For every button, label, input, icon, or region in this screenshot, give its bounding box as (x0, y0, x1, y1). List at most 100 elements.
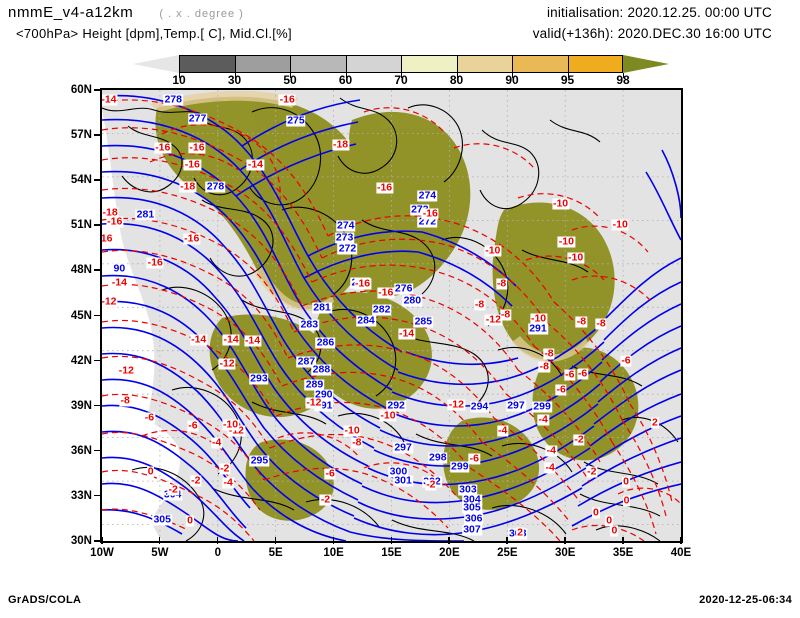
height-contour-label: 289 (304, 378, 325, 390)
temperature-contour-label: -16 (154, 141, 172, 154)
temperature-contour-label: -8 (119, 394, 131, 407)
longitude-tick (390, 537, 392, 544)
height-contour-label: 284 (356, 314, 376, 327)
height-contour-label: 291 (313, 399, 334, 412)
colorbar-tick (401, 73, 402, 78)
colorbar-tick (179, 73, 180, 78)
temperature-contour-label: -16 (421, 207, 439, 220)
colorbar-tick-label: 95 (560, 73, 575, 87)
latitude-tick-label: 33N (70, 489, 92, 502)
height-contour-label: 304 (462, 493, 482, 505)
colorbar-segment (512, 55, 568, 73)
temperature-contour-label: 0 (610, 524, 619, 537)
chart-subtitle: <700hPa> Height [dpm],Temp.[ C], Mid.Cl.… (16, 26, 292, 41)
map-plot-area[interactable]: 2752772782782812772742732722742732722762… (100, 88, 683, 543)
temperature-contour-label: -18 (179, 180, 197, 193)
height-contour-label: 275 (286, 114, 306, 127)
colorbar-tick-label: 30 (227, 73, 242, 87)
height-contour-label: 282 (371, 303, 392, 316)
height-contour-label: 298 (428, 451, 448, 464)
temperature-contour-label: -16 (183, 158, 201, 171)
generated-timestamp: 2020-12-25-06:34 (699, 594, 792, 606)
colorbar-extend-low-arrow (133, 55, 179, 73)
height-contour-label: 301 (393, 474, 413, 487)
temperature-contour-label: -16 (102, 233, 114, 245)
latitude-tick (94, 269, 101, 271)
height-contour-label: 283 (299, 318, 320, 331)
initialisation-time: initialisation: 2020.12.25. 00:00 UTC (546, 5, 772, 20)
temperature-contour-label: -10 (221, 418, 240, 431)
temperature-contour-label: 0 (591, 506, 600, 519)
temperature-contour-label: -18 (331, 138, 350, 151)
height-contour-label: 274 (417, 189, 438, 202)
valid-time: valid(+136h): 2020.DEC.30 16:00 UTC (532, 26, 772, 41)
height-contour-label: 272 (417, 215, 438, 228)
temperature-contour-label: -12 (305, 396, 323, 409)
latitude-tick (94, 449, 101, 452)
temperature-contour-label: -6 (187, 419, 199, 432)
producer-credit: GrADS/COLA (8, 594, 82, 606)
temperature-contour-label: -4 (545, 444, 557, 457)
temperature-contour-label: -16 (146, 256, 164, 269)
header-left-block: nmmE_v4-a12km ( . x . degree ) <700hPa> … (8, 4, 292, 41)
longitude-tick-label: 20E (439, 547, 460, 559)
longitude-tick-label: 10E (323, 547, 344, 559)
temperature-contour-label: -6 (143, 411, 156, 424)
longitude-tick (448, 537, 450, 544)
colorbar-tick-label: 98 (616, 73, 630, 87)
temperature-contour-label: -8 (495, 277, 508, 290)
height-contour-label: 300 (388, 465, 409, 478)
temperature-contour-label: -14 (110, 276, 128, 289)
longitude-tick-label: 5E (268, 547, 283, 559)
height-contour-label: 291 (528, 322, 548, 335)
temperature-contour-label: -10 (343, 424, 361, 436)
temperature-contour-label: -4 (496, 424, 509, 437)
temperature-contour-label: -12 (101, 295, 118, 308)
height-contour-label: 281 (135, 208, 156, 221)
height-contour-label: 307 (462, 523, 482, 536)
longitude-tick (506, 537, 508, 544)
temperature-contour-label: -10 (551, 197, 570, 210)
temperature-contour-label: -14 (243, 334, 262, 347)
temperature-contour-label: -16 (353, 277, 372, 290)
temperature-contour-label: -10 (611, 218, 629, 231)
colorbar-segment (456, 55, 512, 73)
temperature-contour-label: -16 (183, 232, 201, 245)
latitude-tick-label: 48N (70, 264, 92, 277)
longitude-tick-label: 10W (90, 547, 114, 559)
latitude-tick (94, 314, 101, 316)
longitude-tick-label: 35E (612, 547, 634, 559)
colorbar-tick-label: 60 (338, 73, 353, 87)
temperature-contour-label: -12 (447, 398, 465, 411)
latitude-tick-label: 54N (70, 174, 92, 187)
longitude-tick (332, 537, 335, 544)
height-contour-label: 299 (450, 460, 470, 473)
height-contour-label: 281 (312, 301, 332, 314)
height-contour-label: 278 (163, 93, 183, 106)
temperature-contour-label: -4 (537, 413, 549, 426)
longitude-tick (158, 537, 161, 544)
longitude-tick-label: 15E (381, 547, 402, 559)
temperature-contour-label: -8 (473, 298, 486, 311)
colorbar-segment (567, 55, 623, 73)
temperature-contour-label: -8 (538, 360, 551, 373)
temperature-contour-label: -16 (106, 215, 124, 228)
height-contour-label: 299 (532, 400, 552, 413)
temperature-contour-label: -6 (468, 452, 480, 465)
colorbar-segment (179, 55, 235, 73)
temperature-contour-label: -6 (564, 368, 576, 381)
colorbar-tick-label: 80 (449, 73, 464, 87)
temperature-contour-label: -8 (575, 315, 588, 328)
height-contour-label: 306 (463, 512, 484, 525)
height-contour-label: 305 (462, 501, 482, 514)
latitude-tick (94, 179, 101, 181)
latitude-tick-label: 60N (70, 84, 92, 96)
latitude-tick-label: 51N (70, 219, 92, 232)
longitude-tick (680, 537, 682, 544)
longitude-tick-label: 25E (497, 547, 518, 559)
temperature-contour-label: -2 (586, 465, 598, 478)
height-contour-label: 285 (413, 315, 434, 328)
temperature-contour-label: -12 (227, 424, 245, 437)
longitude-tick-label: 30E (554, 547, 576, 559)
colorbar-segment (345, 55, 401, 73)
